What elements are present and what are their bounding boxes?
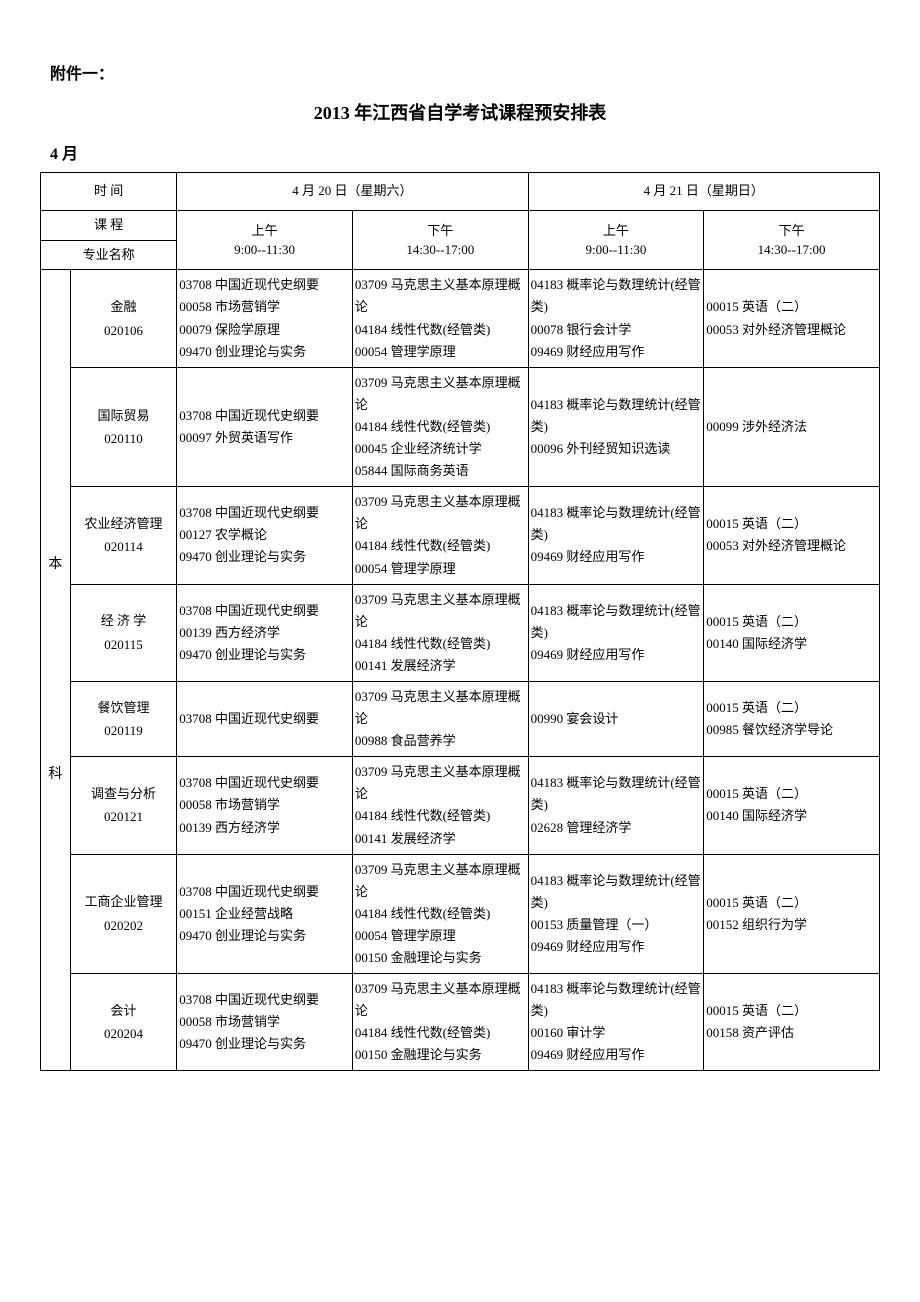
content-cell: 00015 英语（二） 00053 对外经济管理概论 (704, 487, 880, 584)
content-cell: 03709 马克思主义基本原理概论 04184 线性代数(经管类) 00141 … (352, 757, 528, 854)
content-cell: 03709 马克思主义基本原理概论 04184 线性代数(经管类) 00141 … (352, 584, 528, 681)
month-label: 4 月 (50, 140, 880, 164)
content-cell: 03708 中国近现代史纲要 00058 市场营销学 00139 西方经济学 (177, 757, 353, 854)
content-cell: 03709 马克思主义基本原理概论 04184 线性代数(经管类) 00045 … (352, 367, 528, 486)
category-cell: 本 科 (41, 270, 71, 1071)
course-header: 课 程 (41, 210, 177, 240)
content-cell: 04183 概率论与数理统计(经管类) 02628 管理经济学 (528, 757, 704, 854)
content-cell: 00015 英语（二） 00140 国际经济学 (704, 584, 880, 681)
day2-header: 4 月 21 日（星期日） (528, 173, 879, 211)
content-cell: 03709 马克思主义基本原理概论 00988 食品营养学 (352, 681, 528, 756)
time-header: 时 间 (41, 173, 177, 211)
content-cell: 04183 概率论与数理统计(经管类) 09469 财经应用写作 (528, 584, 704, 681)
content-cell: 03708 中国近现代史纲要 00058 市场营销学 00079 保险学原理 0… (177, 270, 353, 367)
table-row: 会计 020204 03708 中国近现代史纲要 00058 市场营销学 094… (41, 974, 880, 1071)
content-cell: 04183 概率论与数理统计(经管类) 00160 审计学 09469 财经应用… (528, 974, 704, 1071)
content-cell: 04183 概率论与数理统计(经管类) 00153 质量管理（一） 09469 … (528, 854, 704, 973)
content-cell: 04183 概率论与数理统计(经管类) 09469 财经应用写作 (528, 487, 704, 584)
content-cell: 03708 中国近现代史纲要 00097 外贸英语写作 (177, 367, 353, 486)
content-cell: 03709 马克思主义基本原理概论 04184 线性代数(经管类) 00054 … (352, 487, 528, 584)
major-header: 专业名称 (41, 240, 177, 270)
session-2-header: 下午14:30--17:00 (352, 210, 528, 270)
day1-header: 4 月 20 日（星期六） (177, 173, 528, 211)
schedule-table: 时 间 4 月 20 日（星期六） 4 月 21 日（星期日） 课 程 上午9:… (40, 172, 880, 1071)
content-cell: 00099 涉外经济法 (704, 367, 880, 486)
content-cell: 00015 英语（二） 00140 国际经济学 (704, 757, 880, 854)
major-cell: 调查与分析 020121 (70, 757, 176, 854)
table-row: 经 济 学 020115 03708 中国近现代史纲要 00139 西方经济学 … (41, 584, 880, 681)
table-row: 餐饮管理 020119 03708 中国近现代史纲要 03709 马克思主义基本… (41, 681, 880, 756)
content-cell: 03708 中国近现代史纲要 00127 农学概论 09470 创业理论与实务 (177, 487, 353, 584)
content-cell: 03708 中国近现代史纲要 00151 企业经营战略 09470 创业理论与实… (177, 854, 353, 973)
major-cell: 餐饮管理 020119 (70, 681, 176, 756)
content-cell: 00015 英语（二） 00152 组织行为学 (704, 854, 880, 973)
content-cell: 04183 概率论与数理统计(经管类) 00078 银行会计学 09469 财经… (528, 270, 704, 367)
attachment-label: 附件一： (50, 60, 880, 84)
table-row: 本 科 金融 020106 03708 中国近现代史纲要 00058 市场营销学… (41, 270, 880, 367)
table-row: 工商企业管理 020202 03708 中国近现代史纲要 00151 企业经营战… (41, 854, 880, 973)
content-cell: 00990 宴会设计 (528, 681, 704, 756)
content-cell: 03709 马克思主义基本原理概论 04184 线性代数(经管类) 00150 … (352, 974, 528, 1071)
session-4-header: 下午14:30--17:00 (704, 210, 880, 270)
table-row: 调查与分析 020121 03708 中国近现代史纲要 00058 市场营销学 … (41, 757, 880, 854)
content-cell: 00015 英语（二） 00985 餐饮经济学导论 (704, 681, 880, 756)
content-cell: 03708 中国近现代史纲要 (177, 681, 353, 756)
header-row-1: 时 间 4 月 20 日（星期六） 4 月 21 日（星期日） (41, 173, 880, 211)
content-cell: 04183 概率论与数理统计(经管类) 00096 外刊经贸知识选读 (528, 367, 704, 486)
session-3-header: 上午9:00--11:30 (528, 210, 704, 270)
table-row: 农业经济管理 020114 03708 中国近现代史纲要 00127 农学概论 … (41, 487, 880, 584)
major-cell: 金融 020106 (70, 270, 176, 367)
major-cell: 国际贸易 020110 (70, 367, 176, 486)
major-cell: 工商企业管理 020202 (70, 854, 176, 973)
content-cell: 03709 马克思主义基本原理概论 04184 线性代数(经管类) 00054 … (352, 270, 528, 367)
session-1-header: 上午9:00--11:30 (177, 210, 353, 270)
major-cell: 经 济 学 020115 (70, 584, 176, 681)
content-cell: 03708 中国近现代史纲要 00139 西方经济学 09470 创业理论与实务 (177, 584, 353, 681)
content-cell: 03708 中国近现代史纲要 00058 市场营销学 09470 创业理论与实务 (177, 974, 353, 1071)
major-cell: 会计 020204 (70, 974, 176, 1071)
content-cell: 00015 英语（二） 00053 对外经济管理概论 (704, 270, 880, 367)
header-row-2: 课 程 上午9:00--11:30 下午14:30--17:00 上午9:00-… (41, 210, 880, 240)
table-row: 国际贸易 020110 03708 中国近现代史纲要 00097 外贸英语写作 … (41, 367, 880, 486)
page-title: 2013 年江西省自学考试课程预安排表 (40, 99, 880, 125)
content-cell: 03709 马克思主义基本原理概论 04184 线性代数(经管类) 00054 … (352, 854, 528, 973)
content-cell: 00015 英语（二） 00158 资产评估 (704, 974, 880, 1071)
major-cell: 农业经济管理 020114 (70, 487, 176, 584)
